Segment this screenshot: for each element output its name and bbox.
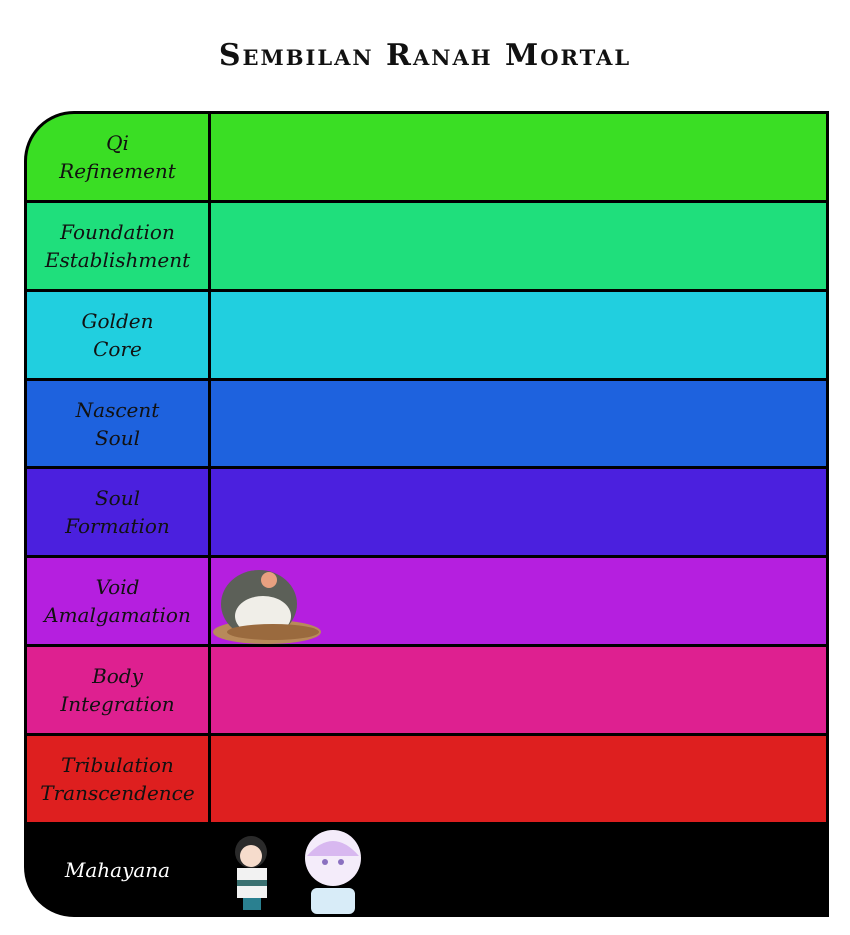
tier-items[interactable] xyxy=(211,736,826,822)
tier-label: Body Integration xyxy=(27,647,211,733)
tier-row: Void Amalgamation xyxy=(27,558,826,644)
tier-items[interactable] xyxy=(211,114,826,200)
tier-row: Soul Formation xyxy=(27,469,826,555)
tier-label: Nascent Soul xyxy=(27,381,211,466)
tier-board: Qi Refinement Foundation Establishment Gol… xyxy=(24,111,829,917)
tier-label: Void Amalgamation xyxy=(27,558,211,644)
tier-row: Nascent Soul xyxy=(27,381,826,466)
tier-items[interactable] xyxy=(211,825,826,914)
tier-items[interactable] xyxy=(211,647,826,733)
tier-items[interactable] xyxy=(211,381,826,466)
tier-label: Soul Formation xyxy=(27,469,211,555)
tier-row: Tribulation Transcendence xyxy=(27,736,826,822)
bird-in-nest-image[interactable] xyxy=(213,560,321,644)
tier-label: Foundation Establishment xyxy=(27,203,211,289)
tier-items[interactable] xyxy=(211,558,826,644)
page-title: Sembilan Ranah Mortal xyxy=(218,38,632,73)
dark-haired-chibi-image[interactable] xyxy=(217,832,293,914)
white-haired-chibi-image[interactable] xyxy=(299,826,367,914)
tier-items[interactable] xyxy=(211,292,826,378)
tier-row: Qi Refinement xyxy=(27,114,826,200)
tier-row: Body Integration xyxy=(27,647,826,733)
tier-label: Qi Refinement xyxy=(27,114,211,200)
tier-items[interactable] xyxy=(211,203,826,289)
tier-label: Golden Core xyxy=(27,292,211,378)
tier-row: Foundation Establishment xyxy=(27,203,826,289)
tier-row: Golden Core xyxy=(27,292,826,378)
tier-items[interactable] xyxy=(211,469,826,555)
tier-row: Mahayana xyxy=(27,825,826,914)
tier-label: Mahayana xyxy=(27,825,211,914)
tier-label: Tribulation Transcendence xyxy=(27,736,211,822)
